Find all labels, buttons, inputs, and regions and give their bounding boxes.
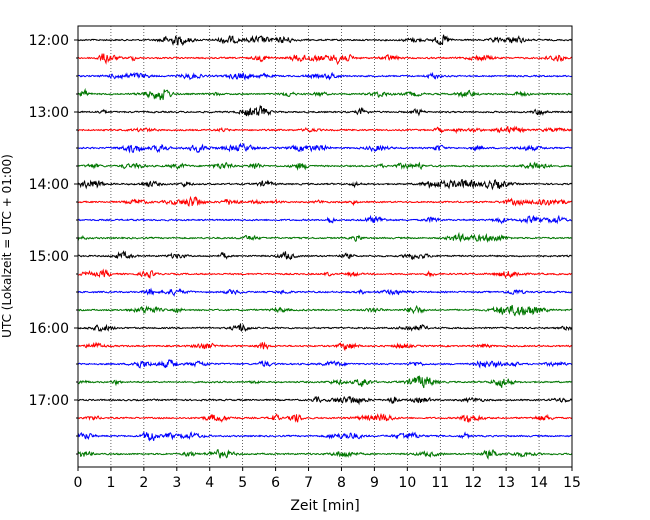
plot-frame [77,25,573,468]
x-tick-label: 2 [139,475,148,491]
trace-line [77,431,573,442]
trace-line [77,412,573,423]
trace-line [77,125,573,135]
x-tick-label: 6 [271,475,280,491]
trace-line [77,53,573,66]
x-tick-label: 13 [497,475,515,491]
x-tick-label: 8 [337,475,346,491]
y-tick-label: 14:00 [29,177,69,193]
trace-line [77,448,573,460]
trace-line [77,250,573,261]
y-tick-label: 16:00 [29,321,69,337]
x-axis: 0 1 2 3 4 5 6 7 8 9 10 11 12 13 14 15 [74,467,581,491]
x-axis-title: Zeit [min] [290,498,359,514]
trace-line [77,195,573,207]
x-tick-label: 3 [172,475,181,491]
trace-line [77,178,573,191]
trace-line [77,231,573,244]
trace-line [77,34,573,47]
x-tick-label: 5 [238,475,247,491]
y-tick-label: 13:00 [29,105,69,121]
trace-line [77,142,573,154]
x-tick-label: 7 [304,475,313,491]
x-tick-label: 12 [464,475,482,491]
trace-line [77,358,573,369]
trace-line [77,161,573,171]
trace-line [77,395,573,406]
trace-line [77,341,573,352]
trace-line [77,323,573,333]
y-axis: 12:00 13:00 14:00 15:00 16:00 17:00 [29,33,78,455]
x-tick-label: 1 [106,475,115,491]
trace-line [77,104,573,117]
x-tick-label: 11 [431,475,449,491]
x-tick-label: 10 [398,475,416,491]
x-tick-label: 4 [205,475,214,491]
y-axis-title: UTC (Lokalzeit = UTC + 01:00) [0,154,14,338]
trace-line [77,87,573,101]
trace-line [77,304,573,317]
y-tick-label: 17:00 [29,393,69,409]
trace-line [77,375,573,389]
y-tick-label: 12:00 [29,33,69,49]
seismic-traces [77,34,573,460]
x-tick-label: 9 [370,475,379,491]
trace-line [77,214,573,225]
trace-line [77,268,573,279]
x-tick-label: 15 [563,475,581,491]
trace-line [77,287,573,297]
x-tick-label: 14 [530,475,548,491]
y-tick-label: 15:00 [29,249,69,265]
x-tick-label: 0 [74,475,83,491]
trace-line [77,71,573,81]
